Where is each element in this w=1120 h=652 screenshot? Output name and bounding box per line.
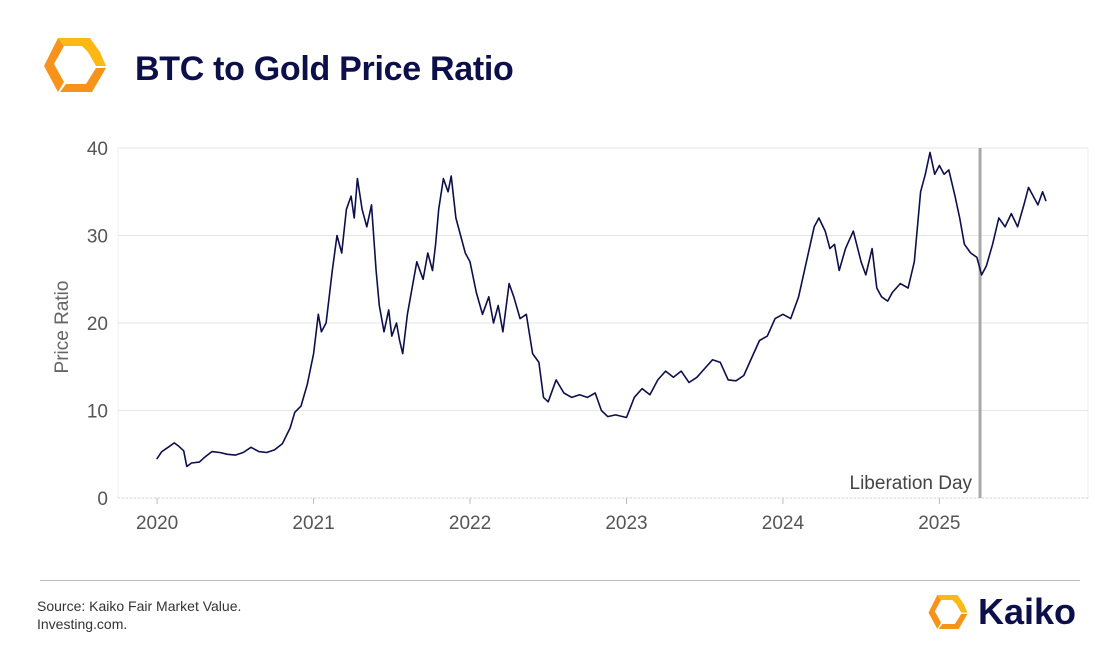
x-tick-label: 2021: [292, 513, 334, 534]
kaiko-logo-icon: [928, 595, 968, 629]
annotation-label: Liberation Day: [850, 473, 973, 494]
y-tick-label: 40: [87, 139, 108, 160]
grid-layer: [117, 147, 1089, 499]
y-tick-label: 30: [87, 227, 108, 248]
y-tick-label: 20: [87, 314, 108, 335]
series-line: [156, 151, 1047, 468]
annotation-layer: Liberation Day: [850, 148, 982, 498]
x-tick-label: 2023: [605, 513, 647, 534]
axes-layer: 0 10 20 30 40 2020 2021 2022 2023 2024 2025 Price R…: [52, 139, 961, 534]
brand-segment-right: [956, 603, 968, 613]
y-axis-label: Price Ratio: [52, 281, 73, 374]
brand-segment-bottom: [938, 613, 968, 629]
x-tick-label: 2022: [449, 513, 491, 534]
brand-name: Kaiko: [978, 591, 1077, 632]
x-tick-label: 2025: [918, 513, 960, 534]
y-tick-label: 10: [87, 402, 108, 423]
kaiko-logo-icon: [44, 38, 106, 92]
page-title: BTC to Gold Price Ratio: [135, 50, 514, 88]
series-layer: [156, 151, 1047, 468]
logo-segment-left: [44, 38, 64, 92]
logo-segment-right: [88, 52, 106, 66]
x-tick-label: 2020: [136, 513, 178, 534]
logo-segment-bottom: [60, 68, 106, 92]
x-tick-label: 2024: [762, 513, 805, 534]
source-note: Source: Kaiko Fair Market Value. Investi…: [37, 597, 241, 633]
source-line-1: Source: Kaiko Fair Market Value.: [37, 598, 242, 614]
footer-divider: [40, 580, 1080, 581]
logo-segment-top: [58, 38, 100, 52]
y-tick-label: 0: [97, 489, 108, 510]
source-line-2: Investing.com.: [37, 616, 128, 632]
brand-segment-left: [928, 595, 942, 629]
brand-segment-top: [937, 595, 964, 604]
price-ratio-chart: 0 10 20 30 40 2020 2021 2022 2023 2024 2025 Price R…: [52, 139, 1089, 534]
